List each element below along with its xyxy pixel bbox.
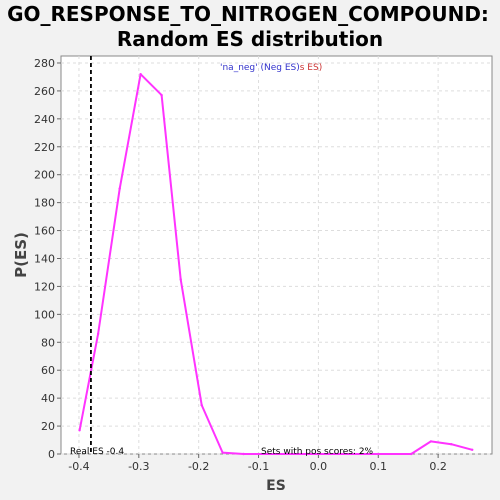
- x-axis-title: ES: [266, 478, 286, 494]
- es-data-point: [96, 332, 100, 336]
- x-tick-label: 0.2: [429, 460, 447, 473]
- y-tick-label: 240: [34, 113, 55, 126]
- es-data-point: [450, 443, 453, 446]
- chart-title-line-1: GO_RESPONSE_TO_NITROGEN_COMPOUND:: [7, 2, 489, 26]
- grid: [61, 56, 492, 455]
- legend-label-pos: s ES): [300, 63, 322, 73]
- es-data-point: [242, 452, 245, 456]
- y-tick-label: 280: [34, 57, 55, 70]
- es-data-point: [179, 278, 182, 281]
- y-tick-label: 100: [34, 308, 55, 321]
- x-tick-label: -0.4: [68, 460, 89, 473]
- x-tick-label: -0.1: [248, 460, 269, 473]
- axis-ticks: 0 20 40 60 80 100 120 140 160 180 200 220 240 260 280 -…: [34, 57, 447, 473]
- es-data-point: [221, 451, 224, 454]
- es-data-point: [118, 187, 121, 190]
- y-tick-label: 80: [41, 336, 55, 349]
- y-tick-label: 220: [34, 141, 55, 154]
- y-tick-label: 140: [34, 252, 55, 265]
- plot-area: [60, 55, 493, 455]
- pos-scores-label: Sets with pos scores: 2%: [261, 447, 374, 457]
- x-tick-label: 0.1: [370, 460, 388, 473]
- y-tick-label: 40: [41, 392, 55, 405]
- y-tick-label: 160: [34, 225, 55, 238]
- y-tick-label: 20: [41, 420, 55, 433]
- y-tick-label: 60: [41, 364, 55, 377]
- y-tick-label: 180: [34, 197, 55, 210]
- legend-label: 'na_neg' (Neg ES)s ES): [220, 63, 322, 73]
- es-data-point: [78, 429, 81, 432]
- legend-label-neg: 'na_neg' (Neg ES): [220, 63, 300, 73]
- x-tick-label: -0.2: [188, 460, 209, 473]
- y-tick-label: 200: [34, 169, 55, 182]
- x-tick-label: -0.3: [128, 460, 149, 473]
- series: [78, 72, 474, 456]
- es-data-point: [139, 72, 142, 76]
- chart-title-line-2: Random ES distribution: [117, 27, 383, 51]
- es-data-point: [409, 452, 413, 456]
- y-axis-title: P(ES): [12, 232, 30, 278]
- x-tick-label: 0.0: [310, 460, 328, 473]
- y-tick-label: 120: [34, 280, 55, 293]
- es-data-point: [471, 448, 474, 452]
- real-es-label: Real ES -0.4: [70, 447, 124, 457]
- y-tick-label: 260: [34, 85, 55, 98]
- es-data-point: [429, 440, 433, 443]
- es-data-point: [200, 403, 203, 407]
- y-tick-label: 0: [48, 448, 55, 461]
- es-data-point: [160, 93, 163, 97]
